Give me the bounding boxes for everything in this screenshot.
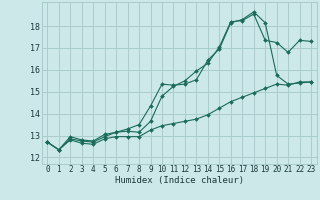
X-axis label: Humidex (Indice chaleur): Humidex (Indice chaleur) [115,176,244,185]
